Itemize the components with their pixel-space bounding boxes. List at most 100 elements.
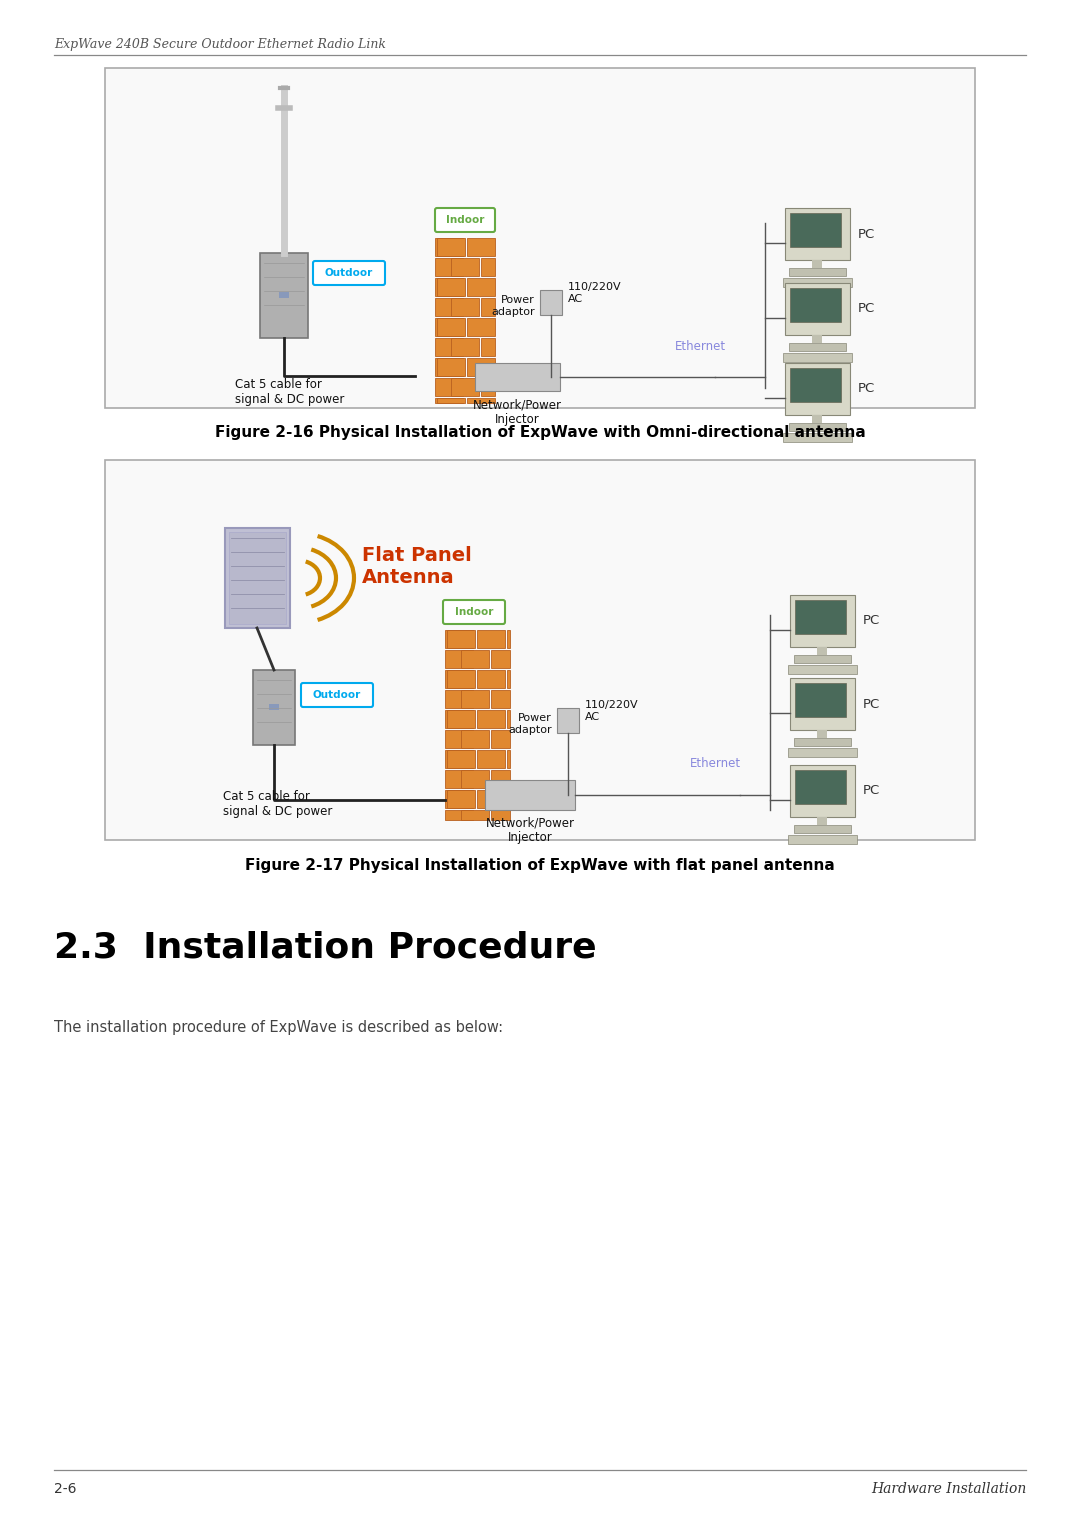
Bar	[447, 630, 475, 648]
Bar	[540, 290, 562, 315]
Text: Power
adaptor: Power adaptor	[491, 295, 535, 316]
Bar	[445, 630, 473, 648]
Bar	[491, 810, 510, 821]
Bar	[507, 790, 510, 808]
Bar	[491, 770, 510, 788]
Text: 110/220V
AC: 110/220V AC	[568, 283, 622, 304]
Bar	[461, 770, 489, 788]
Bar	[105, 460, 975, 840]
Bar	[445, 649, 473, 668]
Bar	[467, 278, 495, 296]
Bar	[445, 770, 473, 788]
Bar	[812, 335, 822, 342]
FancyBboxPatch shape	[313, 261, 384, 286]
Bar	[437, 358, 465, 376]
Bar	[445, 810, 473, 821]
Text: Outdoor: Outdoor	[313, 691, 361, 700]
Bar	[461, 810, 489, 821]
Text: Figure 2-17 Physical Installation of ExpWave with flat panel antenna: Figure 2-17 Physical Installation of Exp…	[245, 859, 835, 872]
Bar	[451, 377, 480, 396]
Bar	[447, 669, 475, 688]
Text: Network/Power
Injector: Network/Power Injector	[486, 816, 575, 843]
Bar	[447, 750, 475, 769]
Bar	[435, 397, 463, 403]
Bar	[812, 260, 822, 267]
Bar	[507, 711, 510, 727]
Bar	[491, 649, 510, 668]
Bar	[475, 364, 561, 391]
Bar	[279, 292, 289, 298]
Bar	[789, 342, 846, 351]
Bar	[451, 258, 480, 277]
Bar	[789, 678, 855, 730]
Bar	[467, 238, 495, 257]
Text: Ethernet: Ethernet	[674, 341, 726, 353]
Bar	[795, 683, 846, 717]
Bar	[789, 368, 841, 402]
Text: Indoor: Indoor	[455, 607, 494, 617]
Bar	[785, 364, 850, 416]
Bar	[451, 298, 480, 316]
Bar	[481, 298, 495, 316]
Bar	[507, 750, 510, 769]
Bar	[816, 646, 827, 656]
Bar	[437, 318, 465, 336]
Bar	[491, 691, 510, 707]
Bar	[435, 318, 463, 336]
Bar	[481, 258, 495, 277]
Text: 2.3  Installation Procedure: 2.3 Installation Procedure	[54, 931, 596, 964]
Text: PC: PC	[863, 614, 880, 628]
Bar	[269, 704, 279, 711]
Text: Outdoor: Outdoor	[325, 267, 373, 278]
Bar	[794, 738, 851, 746]
Bar	[816, 817, 827, 825]
Bar	[783, 278, 852, 287]
Text: 2-6: 2-6	[54, 1482, 77, 1496]
Bar	[789, 287, 841, 322]
Text: Flat Panel
Antenna: Flat Panel Antenna	[362, 545, 472, 587]
Bar	[461, 649, 489, 668]
Bar	[507, 630, 510, 648]
Bar	[785, 208, 850, 260]
Text: PC: PC	[863, 697, 880, 711]
Bar	[253, 669, 295, 746]
Text: Power
adaptor: Power adaptor	[509, 714, 552, 735]
FancyBboxPatch shape	[443, 601, 505, 623]
Bar	[437, 238, 465, 257]
Bar	[507, 669, 510, 688]
Bar	[477, 790, 505, 808]
Bar	[788, 834, 858, 843]
Text: 110/220V
AC: 110/220V AC	[585, 700, 638, 721]
Text: Hardware Installation: Hardware Installation	[870, 1482, 1026, 1496]
Bar	[795, 601, 846, 634]
Bar	[477, 630, 505, 648]
Bar	[445, 750, 473, 769]
Bar	[557, 707, 579, 733]
Text: Indoor: Indoor	[446, 215, 484, 225]
Bar	[229, 532, 286, 623]
Bar	[435, 238, 463, 257]
Text: ExpWave 240B Secure Outdoor Ethernet Radio Link: ExpWave 240B Secure Outdoor Ethernet Rad…	[54, 38, 386, 50]
Bar	[783, 353, 852, 362]
Bar	[467, 397, 495, 403]
Bar	[260, 254, 308, 338]
Bar	[789, 423, 846, 431]
Bar	[435, 358, 463, 376]
Bar	[816, 730, 827, 738]
Text: The installation procedure of ExpWave is described as below:: The installation procedure of ExpWave is…	[54, 1021, 503, 1034]
Bar	[477, 750, 505, 769]
Bar	[445, 669, 473, 688]
Bar	[812, 416, 822, 423]
Bar	[445, 711, 473, 727]
Bar	[485, 779, 575, 810]
Text: PC: PC	[858, 228, 875, 240]
FancyBboxPatch shape	[301, 683, 373, 707]
Bar	[491, 730, 510, 749]
Bar	[437, 278, 465, 296]
Text: Network/Power
Injector: Network/Power Injector	[473, 397, 562, 426]
Bar	[461, 691, 489, 707]
Bar	[435, 338, 463, 356]
Bar	[435, 278, 463, 296]
Bar	[445, 691, 473, 707]
Bar	[447, 711, 475, 727]
